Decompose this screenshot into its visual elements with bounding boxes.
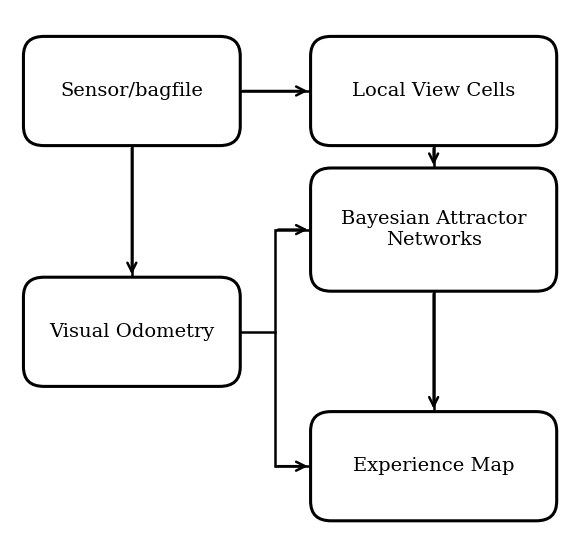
- Text: Local View Cells: Local View Cells: [352, 82, 515, 100]
- FancyBboxPatch shape: [311, 168, 557, 291]
- Text: Experience Map: Experience Map: [353, 457, 515, 475]
- Text: Sensor/bagfile: Sensor/bagfile: [60, 82, 203, 100]
- FancyBboxPatch shape: [311, 412, 557, 521]
- FancyBboxPatch shape: [23, 277, 240, 386]
- FancyBboxPatch shape: [23, 36, 240, 146]
- Text: Bayesian Attractor
Networks: Bayesian Attractor Networks: [341, 210, 526, 249]
- Text: Visual Odometry: Visual Odometry: [49, 323, 214, 341]
- FancyBboxPatch shape: [311, 36, 557, 146]
